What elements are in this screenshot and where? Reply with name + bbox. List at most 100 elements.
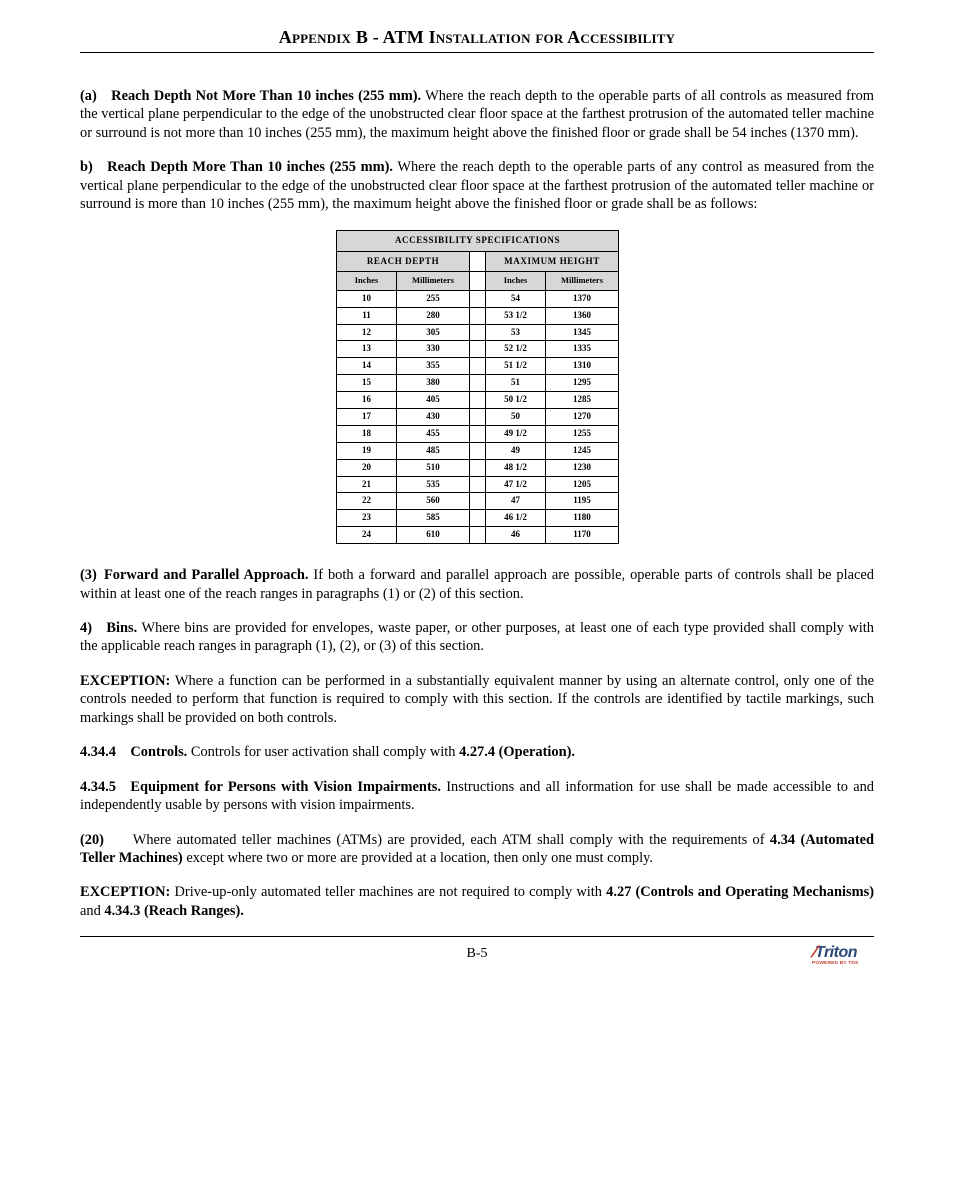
table-cell: 12 xyxy=(337,324,397,341)
table-cell: 1310 xyxy=(546,358,619,375)
para-ex2-lead: EXCEPTION: xyxy=(80,884,170,900)
table-row: 2153547 1/21205 xyxy=(337,476,619,493)
table-cell: 53 xyxy=(486,324,546,341)
table-cell: 560 xyxy=(397,493,470,510)
table-unit-mm-l: Millimeters xyxy=(397,272,470,290)
table-spacer xyxy=(470,251,486,272)
table-cell: 455 xyxy=(397,425,470,442)
table-spacer xyxy=(470,307,486,324)
table-cell: 17 xyxy=(337,409,397,426)
table-cell: 485 xyxy=(397,442,470,459)
table-cell: 24 xyxy=(337,527,397,544)
table-spacer xyxy=(470,476,486,493)
para-434-5-lead: 4.34.5 Equipment for Persons with Vision… xyxy=(80,779,441,795)
table-row: 13330 52 1/21335 xyxy=(337,341,619,358)
para-ex2-boldtail: 4.34.3 (Reach Ranges). xyxy=(104,903,244,919)
table-left-header: REACH DEPTH xyxy=(337,251,470,272)
table-row: 24610461170 xyxy=(337,527,619,544)
para-a-lead: (a) Reach Depth Not More Than 10 inches … xyxy=(80,88,421,104)
para-434-4-body: Controls for user activation shall compl… xyxy=(187,744,459,760)
table-cell: 51 xyxy=(486,375,546,392)
table-cell: 1345 xyxy=(546,324,619,341)
table-cell: 20 xyxy=(337,459,397,476)
table-cell: 23 xyxy=(337,510,397,527)
para-20-body2: except where two or more are provided at… xyxy=(183,850,653,866)
table-right-header: MAXIMUM HEIGHT xyxy=(486,251,619,272)
table-cell: 1170 xyxy=(546,527,619,544)
table-cell: 1285 xyxy=(546,392,619,409)
triton-logo: /Triton POWERED BY TDS xyxy=(812,945,874,973)
page-header: Appendix B - ATM Installation for Access… xyxy=(80,26,874,49)
table-cell: 610 xyxy=(397,527,470,544)
table-cell: 1335 xyxy=(546,341,619,358)
table-cell: 510 xyxy=(397,459,470,476)
table-cell: 1245 xyxy=(546,442,619,459)
para-ex2-body1: Drive-up-only automated teller machines … xyxy=(170,884,606,900)
table-spacer xyxy=(470,358,486,375)
table-spacer xyxy=(470,493,486,510)
para-4-lead: 4) Bins. xyxy=(80,620,137,636)
logo-brand: Triton xyxy=(815,944,857,961)
table-cell: 47 xyxy=(486,493,546,510)
table-cell: 48 1/2 xyxy=(486,459,546,476)
footer-rule xyxy=(80,936,874,937)
table-title: ACCESSIBILITY SPECIFICATIONS xyxy=(337,230,619,251)
para-exception-1: EXCEPTION: Where a function can be perfo… xyxy=(80,672,874,727)
table-spacer xyxy=(470,425,486,442)
table-cell: 16 xyxy=(337,392,397,409)
para-434-4: 4.34.4 Controls. Controls for user activ… xyxy=(80,743,874,761)
accessibility-table: ACCESSIBILITY SPECIFICATIONS REACH DEPTH… xyxy=(336,230,618,544)
table-row: 2358546 1/21180 xyxy=(337,510,619,527)
para-20-body1: Where automated teller machines (ATMs) a… xyxy=(104,832,770,848)
table-unit-mm-r: Millimeters xyxy=(546,272,619,290)
table-spacer xyxy=(470,527,486,544)
page-number: B-5 xyxy=(80,943,874,963)
table-cell: 1360 xyxy=(546,307,619,324)
table-cell: 13 xyxy=(337,341,397,358)
para-4-body: Where bins are provided for envelopes, w… xyxy=(80,620,874,654)
table-row: 20510 48 1/21230 xyxy=(337,459,619,476)
table-cell: 15 xyxy=(337,375,397,392)
table-spacer xyxy=(470,510,486,527)
table-row: 19485 491245 xyxy=(337,442,619,459)
table-cell: 1230 xyxy=(546,459,619,476)
table-cell: 1295 xyxy=(546,375,619,392)
table-unit-in-l: Inches xyxy=(337,272,397,290)
table-cell: 18 xyxy=(337,425,397,442)
table-spacer xyxy=(470,442,486,459)
table-cell: 280 xyxy=(397,307,470,324)
para-ex2-boldmid: 4.27 (Controls and Operating Mechanisms) xyxy=(606,884,874,900)
table-cell: 54 xyxy=(486,290,546,307)
table-cell: 355 xyxy=(397,358,470,375)
table-row: 14355 51 1/21310 xyxy=(337,358,619,375)
table-cell: 1195 xyxy=(546,493,619,510)
para-434-5: 4.34.5 Equipment for Persons with Vision… xyxy=(80,778,874,815)
table-row: 15380511295 xyxy=(337,375,619,392)
table-cell: 585 xyxy=(397,510,470,527)
para-20: (20) Where automated teller machines (AT… xyxy=(80,831,874,868)
table-cell: 405 xyxy=(397,392,470,409)
table-cell: 14 xyxy=(337,358,397,375)
table-cell: 1180 xyxy=(546,510,619,527)
para-ex2-body2: and xyxy=(80,903,104,919)
table-cell: 50 xyxy=(486,409,546,426)
table-spacer xyxy=(470,375,486,392)
table-spacer xyxy=(470,409,486,426)
table-spacer xyxy=(470,324,486,341)
logo-tagline: POWERED BY TDS xyxy=(812,961,874,967)
table-spacer xyxy=(470,392,486,409)
table-cell: 255 xyxy=(397,290,470,307)
table-cell: 1270 xyxy=(546,409,619,426)
table-row: 1640550 1/21285 xyxy=(337,392,619,409)
table-cell: 430 xyxy=(397,409,470,426)
table-cell: 330 xyxy=(397,341,470,358)
para-ex1-body: Where a function can be performed in a s… xyxy=(80,673,874,726)
table-cell: 22 xyxy=(337,493,397,510)
para-a: (a) Reach Depth Not More Than 10 inches … xyxy=(80,87,874,142)
table-cell: 51 1/2 xyxy=(486,358,546,375)
table-cell: 52 1/2 xyxy=(486,341,546,358)
table-cell: 19 xyxy=(337,442,397,459)
table-spacer xyxy=(470,272,486,290)
table-cell: 49 xyxy=(486,442,546,459)
table-spacer xyxy=(470,341,486,358)
